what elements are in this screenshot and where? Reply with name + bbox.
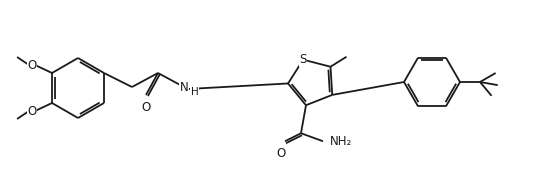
- Text: O: O: [27, 59, 37, 71]
- Text: O: O: [276, 147, 286, 160]
- Text: O: O: [141, 101, 151, 114]
- Text: N: N: [180, 81, 188, 93]
- Text: S: S: [300, 53, 307, 66]
- Text: H: H: [191, 87, 199, 97]
- Text: NH₂: NH₂: [330, 135, 352, 148]
- Text: O: O: [27, 105, 37, 117]
